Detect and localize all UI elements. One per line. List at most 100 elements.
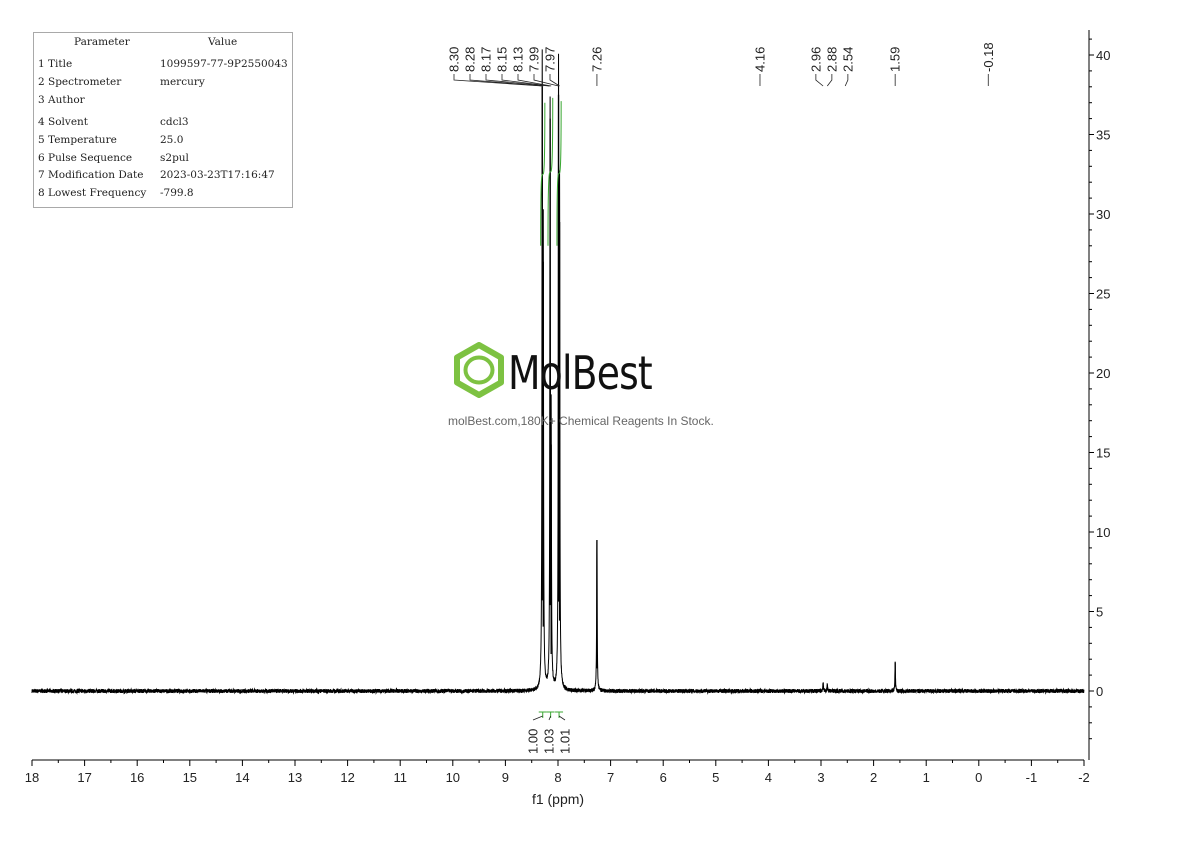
parameter-value: cdcl3 — [160, 116, 189, 128]
value-column-header: Value — [208, 36, 238, 48]
parameter-table-header: Parameter Value — [34, 36, 292, 52]
parameter-name: 7 Modification Date — [38, 169, 144, 181]
parameter-value: s2pul — [160, 152, 189, 164]
integral-labels: 1.00 1.03 1.01 — [526, 711, 573, 754]
x-tick-label: 16 — [130, 770, 144, 785]
parameter-name: 8 Lowest Frequency — [38, 187, 147, 199]
parameter-column-header: Parameter — [74, 36, 130, 48]
x-tick-label: 17 — [77, 770, 91, 785]
peak-label: 4.16 — [752, 47, 767, 72]
y-tick-label: 10 — [1096, 525, 1110, 540]
peak-leader — [501, 74, 551, 87]
y-tick-label: 15 — [1096, 446, 1110, 461]
peak-label: 8.30 — [447, 47, 462, 72]
x-tick-label: 10 — [446, 770, 460, 785]
parameter-value: mercury — [160, 76, 205, 88]
x-tick-label: 1 — [923, 770, 930, 785]
x-tick-label: -1 — [1026, 770, 1038, 785]
parameter-row: 7 Modification Date 2023-03-23T17:16:47 — [34, 169, 292, 185]
peak-label: 7.99 — [527, 47, 542, 72]
peak-leader — [826, 74, 833, 87]
integral-curve — [540, 102, 546, 246]
peak-leader — [517, 74, 552, 87]
integral-leader — [532, 715, 543, 721]
peak-leader — [469, 74, 544, 87]
y-tick-label: 20 — [1096, 366, 1110, 381]
x-tick-label: -2 — [1078, 770, 1090, 785]
peak-label: 8.17 — [479, 47, 494, 72]
parameter-value: 1099597-77-9P2550043 — [160, 58, 288, 70]
peak-label: 8.28 — [463, 47, 478, 72]
x-tick-label: 2 — [870, 770, 877, 785]
parameter-row: 3 Author — [34, 94, 292, 110]
peak-leader — [453, 74, 543, 87]
x-tick-label: 5 — [712, 770, 719, 785]
x-tick-label: 14 — [235, 770, 249, 785]
x-tick-label: 9 — [502, 770, 509, 785]
integral-value: 1.03 — [542, 729, 557, 754]
x-tick-label: 0 — [975, 770, 982, 785]
parameter-name: 4 Solvent — [38, 116, 89, 128]
watermark-tagline: molBest.com,180K+ Chemical Reagents In S… — [448, 414, 714, 428]
axes: 18 17 16 15 14 13 12 11 10 9 8 7 6 5 4 3 2 1 0 -1 -2f1 (ppm)… — [25, 30, 1110, 807]
peak-label: 2.96 — [808, 47, 823, 72]
integral-curves — [540, 97, 562, 246]
integral-value: 1.00 — [526, 729, 541, 754]
x-tick-label: 13 — [288, 770, 302, 785]
spectrum — [31, 49, 1085, 695]
peak-leader — [815, 74, 824, 87]
peak-label: 8.15 — [495, 47, 510, 72]
peak-label: 8.13 — [511, 47, 526, 72]
parameter-name: 6 Pulse Sequence — [38, 152, 133, 164]
x-tick-label: 11 — [393, 770, 407, 785]
parameter-row: 5 Temperature 25.0 — [34, 134, 292, 150]
parameter-name: 3 Author — [38, 94, 85, 106]
peak-label: 2.54 — [840, 47, 855, 72]
peak-leader — [844, 74, 849, 87]
peak-label: 7.97 — [543, 47, 558, 72]
parameter-value: 2023-03-23T17:16:47 — [160, 169, 275, 181]
peak-leader — [549, 74, 560, 87]
peak-leader — [533, 74, 559, 87]
integral-bracket — [538, 711, 547, 718]
x-tick-label: 4 — [765, 770, 772, 785]
benzene-logo-icon — [454, 342, 504, 398]
parameter-row: 6 Pulse Sequence s2pul — [34, 152, 292, 168]
y-tick-label: 40 — [1096, 48, 1110, 63]
integral-leader — [548, 715, 552, 721]
parameter-name: 2 Spectrometer — [38, 76, 122, 88]
x-tick-label: 6 — [660, 770, 667, 785]
integral-bracket — [555, 711, 564, 718]
peak-label: 7.26 — [589, 47, 604, 72]
x-tick-label: 12 — [340, 770, 354, 785]
x-tick-label: 8 — [554, 770, 561, 785]
peak-label: -0.18 — [981, 42, 996, 72]
parameter-value: 25.0 — [160, 134, 184, 146]
peak-label: 1.59 — [888, 47, 903, 72]
watermark: MolBest molBest.com,180K+ Chemical Reage… — [448, 338, 748, 434]
parameter-name: 1 Title — [38, 58, 73, 70]
integral-leader — [558, 715, 566, 721]
x-tick-label: 15 — [183, 770, 197, 785]
parameter-row: 8 Lowest Frequency -799.8 — [34, 187, 292, 203]
integral-curve — [556, 101, 562, 246]
parameter-table: Parameter Value 1 Title 1099597-77-9P255… — [33, 32, 293, 208]
y-tick-label: 30 — [1096, 207, 1110, 222]
parameter-row: 2 Spectrometer mercury — [34, 76, 292, 92]
x-tick-label: 3 — [817, 770, 824, 785]
integral-value: 1.01 — [558, 729, 573, 754]
x-axis-label: f1 (ppm) — [532, 791, 584, 807]
peak-label: 2.88 — [824, 47, 839, 72]
parameter-value: -799.8 — [160, 187, 194, 199]
integral-curve — [547, 97, 554, 246]
y-tick-label: 25 — [1096, 287, 1110, 302]
x-tick-label: 7 — [607, 770, 614, 785]
integral-bracket — [546, 711, 555, 718]
peak-leader — [485, 74, 550, 87]
y-tick-label: 35 — [1096, 128, 1110, 143]
y-tick-label: 5 — [1096, 605, 1103, 620]
y-tick-label: 0 — [1096, 684, 1103, 699]
parameter-row: 1 Title 1099597-77-9P2550043 — [34, 58, 292, 74]
parameter-row: 4 Solvent cdcl3 — [34, 116, 292, 132]
